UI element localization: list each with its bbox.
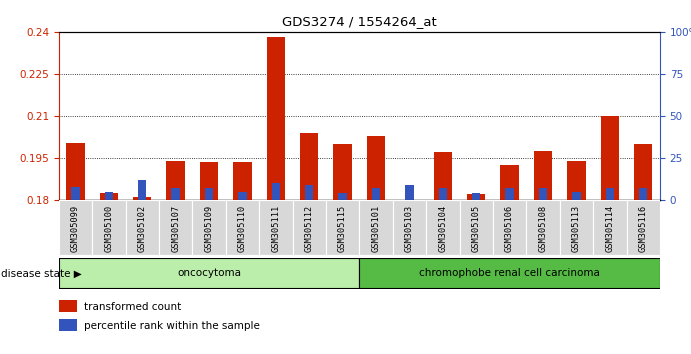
Text: GSM305108: GSM305108 (538, 204, 547, 252)
Bar (259, 200, 292, 255)
Bar (59, 300, 77, 312)
Bar (392, 200, 426, 255)
Text: GSM305102: GSM305102 (138, 204, 146, 252)
Bar (426, 200, 460, 255)
Text: GSM305111: GSM305111 (272, 204, 281, 252)
Text: GSM305101: GSM305101 (372, 204, 381, 252)
Text: GSM305106: GSM305106 (505, 204, 514, 252)
Bar (560, 200, 593, 255)
Bar (226, 200, 259, 255)
Bar (434, 152, 452, 200)
Bar (105, 192, 113, 200)
Text: GSM305107: GSM305107 (171, 204, 180, 252)
Bar (627, 200, 660, 255)
Bar (267, 38, 285, 200)
Bar (506, 188, 513, 200)
Text: GSM305115: GSM305115 (338, 204, 347, 252)
Bar (639, 188, 647, 200)
Bar (100, 193, 118, 200)
Bar (567, 161, 585, 200)
Bar (234, 162, 252, 200)
Bar (472, 193, 480, 200)
Text: GSM305112: GSM305112 (305, 204, 314, 252)
Bar (272, 183, 280, 200)
Bar (634, 144, 652, 200)
Bar (500, 165, 519, 200)
Bar (460, 200, 493, 255)
Text: GSM305099: GSM305099 (71, 204, 80, 252)
Title: GDS3274 / 1554264_at: GDS3274 / 1554264_at (282, 15, 437, 28)
Bar (493, 200, 527, 255)
Bar (372, 188, 380, 200)
Bar (292, 200, 326, 255)
Bar (167, 161, 184, 200)
Bar (326, 200, 359, 255)
Bar (406, 185, 413, 200)
Bar (359, 258, 660, 288)
Bar (539, 188, 547, 200)
Text: GSM305100: GSM305100 (104, 204, 113, 252)
Bar (159, 200, 192, 255)
Bar (600, 116, 619, 200)
Bar (300, 133, 319, 200)
Bar (534, 151, 552, 200)
Text: GSM305110: GSM305110 (238, 204, 247, 252)
Bar (593, 200, 627, 255)
Bar (126, 200, 159, 255)
Bar (439, 188, 447, 200)
Text: chromophobe renal cell carcinoma: chromophobe renal cell carcinoma (419, 268, 600, 278)
Text: GSM305103: GSM305103 (405, 204, 414, 252)
Bar (171, 188, 180, 200)
Text: GSM305104: GSM305104 (438, 204, 447, 252)
Bar (238, 192, 247, 200)
Text: GSM305113: GSM305113 (572, 204, 581, 252)
Text: oncocytoma: oncocytoma (177, 268, 241, 278)
Bar (205, 188, 213, 200)
Bar (572, 192, 580, 200)
Bar (92, 200, 126, 255)
Text: GSM305116: GSM305116 (638, 204, 647, 252)
Text: transformed count: transformed count (84, 302, 181, 312)
Text: GSM305109: GSM305109 (205, 204, 214, 252)
Bar (606, 188, 614, 200)
Bar (59, 200, 92, 255)
Bar (467, 194, 485, 200)
Bar (367, 136, 385, 200)
Bar (59, 258, 359, 288)
Bar (133, 197, 151, 200)
Bar (59, 319, 77, 331)
Text: percentile rank within the sample: percentile rank within the sample (84, 320, 260, 331)
Text: disease state ▶: disease state ▶ (1, 268, 82, 278)
Bar (200, 162, 218, 200)
Bar (66, 143, 84, 200)
Bar (359, 200, 392, 255)
Bar (138, 180, 146, 200)
Text: GSM305114: GSM305114 (605, 204, 614, 252)
Bar (339, 193, 347, 200)
Bar (305, 185, 313, 200)
Bar (71, 187, 79, 200)
Bar (192, 200, 226, 255)
Bar (334, 144, 352, 200)
Text: GSM305105: GSM305105 (472, 204, 481, 252)
Bar (527, 200, 560, 255)
